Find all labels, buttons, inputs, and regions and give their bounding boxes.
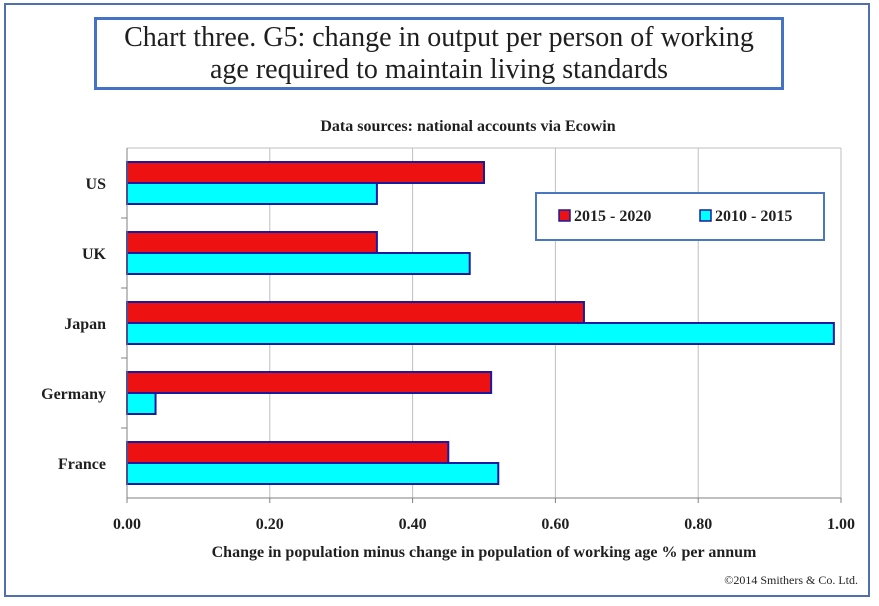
- legend-swatch: [558, 209, 571, 222]
- bar-germany-series-2: [126, 392, 157, 415]
- plot-axes: [121, 148, 842, 503]
- bar-uk-series-2: [126, 252, 471, 275]
- legend-label: 2010 - 2015: [715, 208, 792, 225]
- category-label: Germany: [41, 386, 106, 403]
- bar-japan-series-1: [126, 301, 585, 324]
- category-label: UK: [82, 246, 107, 263]
- bar-germany-series-1: [126, 371, 493, 394]
- chart-subtitle: Data sources: national accounts via Ecow…: [320, 118, 615, 135]
- legend-swatch: [699, 209, 712, 222]
- x-tick-label: 0.80: [684, 516, 712, 533]
- plot-labels: 0.00 0.20 0.40 0.60 0.80 1.00 US UK Japan Germany…: [41, 176, 855, 533]
- bar-france-series-2: [126, 462, 500, 485]
- legend-label: 2015 - 2020: [574, 208, 651, 225]
- plot-bars: [126, 161, 835, 485]
- copyright-note: ©2014 Smithers & Co. Ltd.: [724, 573, 858, 587]
- bar-us-series-1: [126, 161, 485, 184]
- x-tick-label: 0.00: [113, 516, 141, 533]
- x-tick-label: 1.00: [827, 516, 855, 533]
- bar-japan-series-2: [126, 322, 835, 345]
- category-label: France: [58, 456, 106, 473]
- category-label: Japan: [64, 316, 106, 333]
- legend-box: [535, 192, 825, 241]
- x-axis-title: Change in population minus change in pop…: [212, 544, 757, 561]
- x-tick-label: 0.60: [541, 516, 569, 533]
- bar-us-series-2: [126, 182, 378, 205]
- bar-france-series-1: [126, 441, 450, 464]
- bar-uk-series-1: [126, 231, 378, 254]
- x-tick-label: 0.40: [399, 516, 427, 533]
- x-tick-label: 0.20: [256, 516, 284, 533]
- chart-legend: 2015 - 2020 2010 - 2015: [535, 192, 825, 241]
- category-label: US: [86, 176, 107, 193]
- chart-title-box: Chart three. G5: change in output per pe…: [94, 17, 784, 90]
- chart-title: Chart three. G5: change in output per pe…: [124, 21, 754, 85]
